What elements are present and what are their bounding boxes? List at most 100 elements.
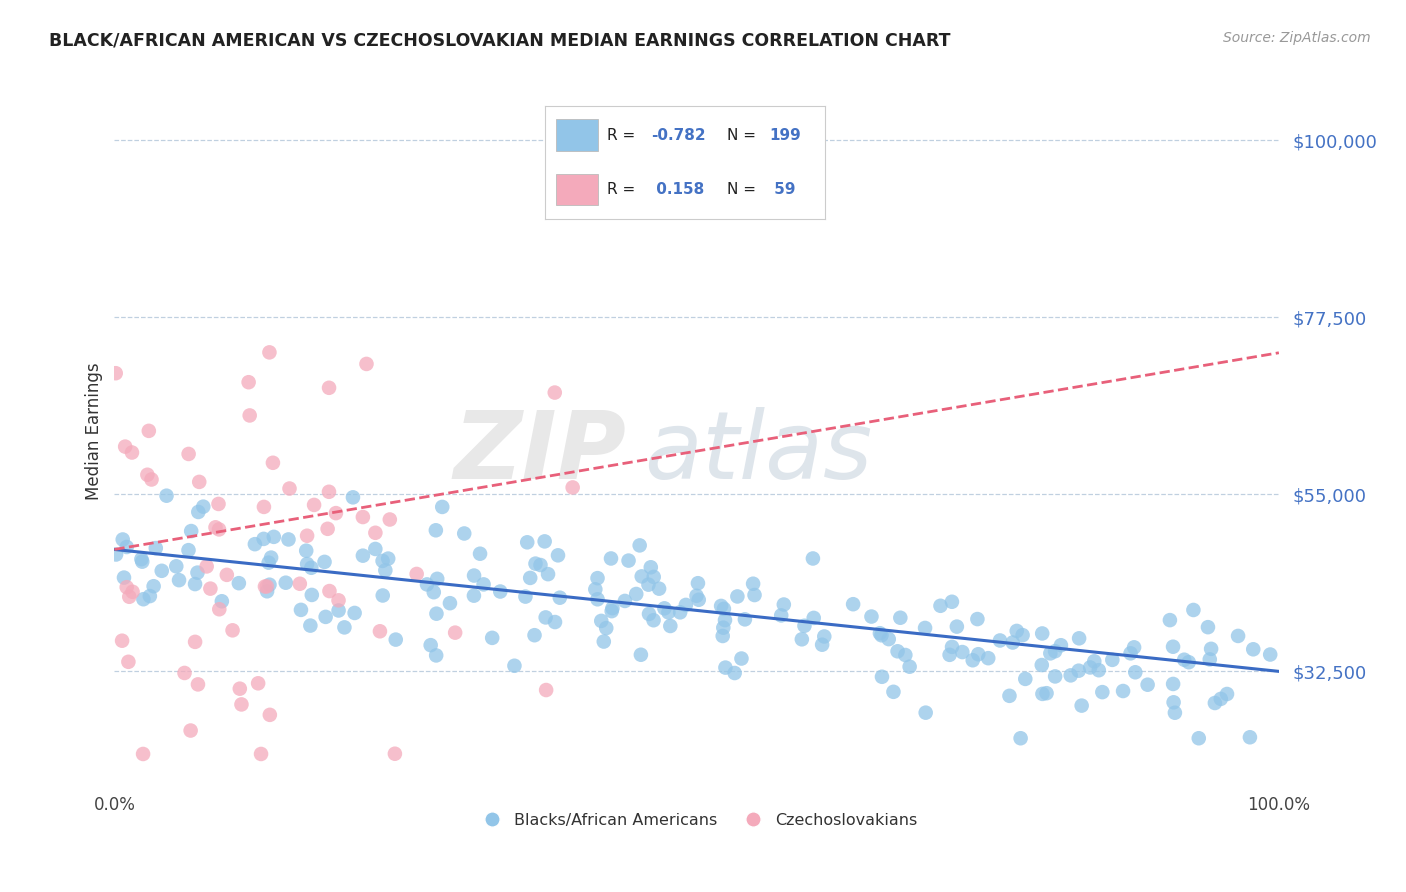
Point xyxy=(342,491,364,505)
Text: BLACK/AFRICAN AMERICAN VS CZECHOSLOVAKIAN MEDIAN EARNINGS CORRELATION CHART: BLACK/AFRICAN AMERICAN VS CZECHOSLOVAKIA… xyxy=(49,31,950,49)
Point xyxy=(654,601,676,615)
Point xyxy=(1031,626,1053,640)
Point xyxy=(1087,663,1109,677)
Point xyxy=(1216,687,1239,701)
Point xyxy=(977,651,1000,665)
Point xyxy=(1043,669,1066,683)
Point xyxy=(425,648,447,663)
Point xyxy=(243,537,266,551)
Point xyxy=(1031,658,1053,673)
Point xyxy=(333,620,356,634)
Point xyxy=(534,683,557,698)
Point xyxy=(250,747,273,761)
Point xyxy=(988,633,1011,648)
Point xyxy=(882,685,904,699)
Point xyxy=(591,614,613,628)
Point xyxy=(877,632,900,646)
Point xyxy=(111,633,134,648)
Point xyxy=(744,588,766,602)
Point xyxy=(352,549,374,563)
Point xyxy=(104,366,127,380)
Point xyxy=(544,615,567,629)
Point xyxy=(468,547,491,561)
Point xyxy=(115,580,138,594)
Point xyxy=(167,573,190,587)
Point xyxy=(519,571,541,585)
Point xyxy=(105,548,128,562)
Point xyxy=(1159,613,1181,627)
Point xyxy=(1123,665,1146,680)
Point xyxy=(257,556,280,570)
Point xyxy=(724,666,747,681)
Point xyxy=(524,557,547,571)
Point xyxy=(870,670,893,684)
Point xyxy=(253,500,276,514)
Point xyxy=(1001,635,1024,649)
Point xyxy=(675,598,697,612)
Point xyxy=(277,533,299,547)
Text: atlas: atlas xyxy=(644,407,873,498)
Point xyxy=(247,676,270,690)
Point xyxy=(813,630,835,644)
Point xyxy=(295,557,318,571)
Point xyxy=(1258,648,1281,662)
Point xyxy=(946,619,969,633)
Point xyxy=(187,505,209,519)
Point xyxy=(1177,655,1199,669)
Point xyxy=(640,560,662,574)
Point xyxy=(115,540,138,554)
Point xyxy=(711,621,734,635)
Point xyxy=(328,603,350,617)
Point xyxy=(725,590,748,604)
Point xyxy=(1043,644,1066,658)
Point xyxy=(503,658,526,673)
Point xyxy=(710,599,733,613)
Point xyxy=(523,628,546,642)
Point xyxy=(121,445,143,459)
Point xyxy=(278,482,301,496)
Point xyxy=(659,619,682,633)
Point xyxy=(231,698,253,712)
Point xyxy=(966,612,988,626)
Y-axis label: Median Earnings: Median Earnings xyxy=(86,363,103,500)
Point xyxy=(1031,687,1053,701)
Text: ZIP: ZIP xyxy=(454,407,627,499)
Point xyxy=(288,576,311,591)
Point xyxy=(204,520,226,534)
Point xyxy=(318,584,340,599)
Point xyxy=(186,566,208,580)
Point xyxy=(425,607,447,621)
Point xyxy=(548,591,571,605)
Point xyxy=(481,631,503,645)
Point xyxy=(515,590,537,604)
Point xyxy=(228,576,250,591)
Point xyxy=(295,529,318,543)
Point xyxy=(139,589,162,603)
Point xyxy=(368,624,391,639)
Point xyxy=(898,659,921,673)
Point xyxy=(914,706,936,720)
Point xyxy=(221,624,243,638)
Point xyxy=(302,498,325,512)
Point xyxy=(111,533,134,547)
Point xyxy=(686,576,709,591)
Point xyxy=(626,587,648,601)
Point xyxy=(238,375,260,389)
Point xyxy=(316,522,339,536)
Point xyxy=(259,578,281,592)
Point xyxy=(648,582,671,596)
Point xyxy=(259,707,281,722)
Point xyxy=(886,644,908,658)
Point xyxy=(114,440,136,454)
Point xyxy=(801,551,824,566)
Point xyxy=(200,582,222,596)
Point xyxy=(938,648,960,662)
Point xyxy=(150,564,173,578)
Point xyxy=(1227,629,1250,643)
Point xyxy=(534,610,557,624)
Point xyxy=(141,473,163,487)
Point xyxy=(117,655,139,669)
Point xyxy=(860,609,883,624)
Point xyxy=(1010,731,1032,746)
Point xyxy=(253,580,276,594)
